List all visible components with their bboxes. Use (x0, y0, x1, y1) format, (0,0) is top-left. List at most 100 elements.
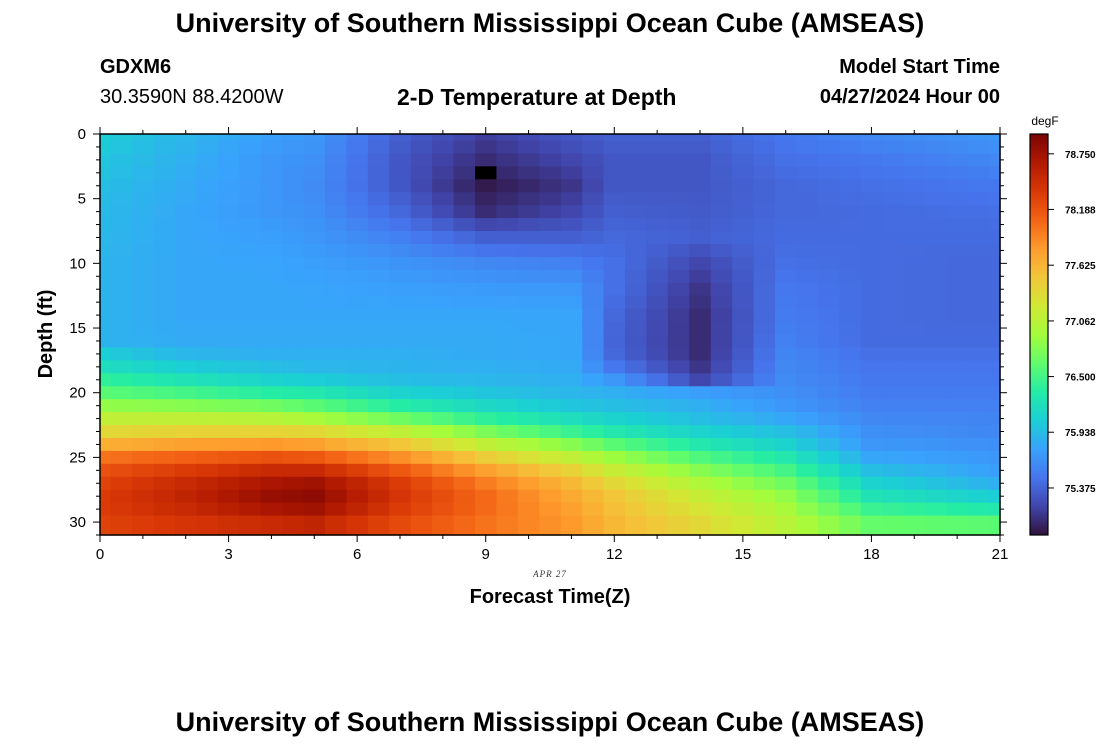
heatmap-cell (646, 463, 669, 478)
heatmap-cell (689, 489, 712, 504)
heatmap-cell (775, 437, 798, 452)
heatmap-cell (775, 179, 798, 193)
heatmap-cell (389, 334, 412, 349)
heatmap-cell (603, 425, 626, 439)
heatmap-cell (282, 463, 305, 478)
heatmap-cell (582, 179, 605, 193)
heatmap-cell (410, 515, 433, 536)
heatmap-cell (100, 256, 112, 271)
heatmap-cell (517, 489, 540, 504)
heatmap-cell (175, 166, 198, 180)
heatmap-cell (100, 295, 112, 310)
heatmap-cell (110, 463, 133, 478)
heatmap-cell (603, 218, 626, 232)
heatmap-cell (925, 282, 948, 297)
heatmap-cell (882, 463, 905, 478)
heatmap-cell (882, 476, 905, 491)
heatmap-cell (303, 192, 326, 206)
y-tick-label: 30 (69, 514, 86, 531)
heatmap-cell (582, 489, 605, 504)
heatmap-cell (560, 502, 583, 517)
y-tick-label: 5 (78, 191, 86, 208)
heatmap-cell (560, 269, 583, 284)
heatmap-cell (325, 321, 348, 336)
heatmap-cell (582, 205, 605, 219)
heatmap-cell (475, 205, 498, 219)
heatmap-cell (689, 450, 712, 465)
heatmap-cell (432, 321, 455, 336)
heatmap-cell (475, 425, 498, 439)
heatmap-cell (539, 399, 562, 413)
heatmap-cell (217, 282, 240, 297)
heatmap-cell (860, 360, 883, 374)
heatmap-cell (539, 476, 562, 491)
heatmap-cell (560, 256, 583, 271)
heatmap-cell (432, 334, 455, 349)
heatmap-cell (560, 140, 583, 155)
heatmap-cell (175, 489, 198, 504)
heatmap-cell (325, 140, 348, 155)
heatmap-cell (625, 140, 648, 155)
heatmap-cell (646, 140, 669, 155)
heatmap-cell (325, 205, 348, 219)
heatmap-cell (410, 412, 433, 426)
heatmap-cell (110, 476, 133, 491)
heatmap-cell (625, 256, 648, 271)
heatmap-cell (732, 231, 755, 245)
heatmap-cell (432, 179, 455, 193)
heatmap-cell (196, 373, 219, 387)
heatmap-cell (689, 334, 712, 349)
heatmap-cell (325, 179, 348, 193)
heatmap-cell (967, 179, 990, 193)
heatmap-cell (175, 450, 198, 465)
heatmap-cell (989, 140, 1001, 155)
heatmap-cell (153, 282, 176, 297)
heatmap-cell (367, 386, 390, 400)
heatmap-cell (453, 425, 476, 439)
heatmap-cell (325, 231, 348, 245)
heatmap-cell (796, 179, 819, 193)
heatmap-cell (903, 243, 926, 258)
heatmap-cell (475, 476, 498, 491)
heatmap-cell (196, 231, 219, 245)
heatmap-cell (710, 347, 733, 361)
heatmap-cell (539, 321, 562, 336)
heatmap-cell (175, 463, 198, 478)
x-tick-label: 0 (96, 546, 104, 563)
heatmap-cell (753, 502, 776, 517)
heatmap-cell (110, 140, 133, 155)
heatmap-cell (432, 243, 455, 258)
heatmap-cell (732, 243, 755, 258)
heatmap-cell (260, 256, 283, 271)
heatmap-cell (860, 179, 883, 193)
heatmap-cell (796, 399, 819, 413)
heatmap-cell (860, 243, 883, 258)
heatmap-cell (432, 256, 455, 271)
heatmap-cell (667, 153, 690, 167)
heatmap-cell (132, 489, 155, 504)
heatmap-cell (517, 308, 540, 323)
heatmap-cell (667, 334, 690, 349)
heatmap-cell (110, 192, 133, 206)
heatmap-cell (817, 450, 840, 465)
heatmap-cell (196, 489, 219, 504)
heatmap-cell (710, 295, 733, 310)
heatmap-cell (603, 231, 626, 245)
heatmap-cell (517, 476, 540, 491)
heatmap-cell (346, 360, 369, 374)
heatmap-cell (860, 502, 883, 517)
heatmap-cell (667, 140, 690, 155)
heatmap-cell (260, 153, 283, 167)
heatmap-cell (560, 308, 583, 323)
heatmap-cell (303, 256, 326, 271)
heatmap-cell (560, 134, 583, 142)
heatmap-cell (517, 347, 540, 361)
heatmap-cell (967, 295, 990, 310)
heatmap-cell (839, 450, 862, 465)
heatmap-cell (646, 425, 669, 439)
heatmap-cell (646, 321, 669, 336)
heatmap-cell (453, 450, 476, 465)
heatmap-cell (260, 269, 283, 284)
heatmap-cell (946, 295, 969, 310)
heatmap-cell (989, 386, 1001, 400)
